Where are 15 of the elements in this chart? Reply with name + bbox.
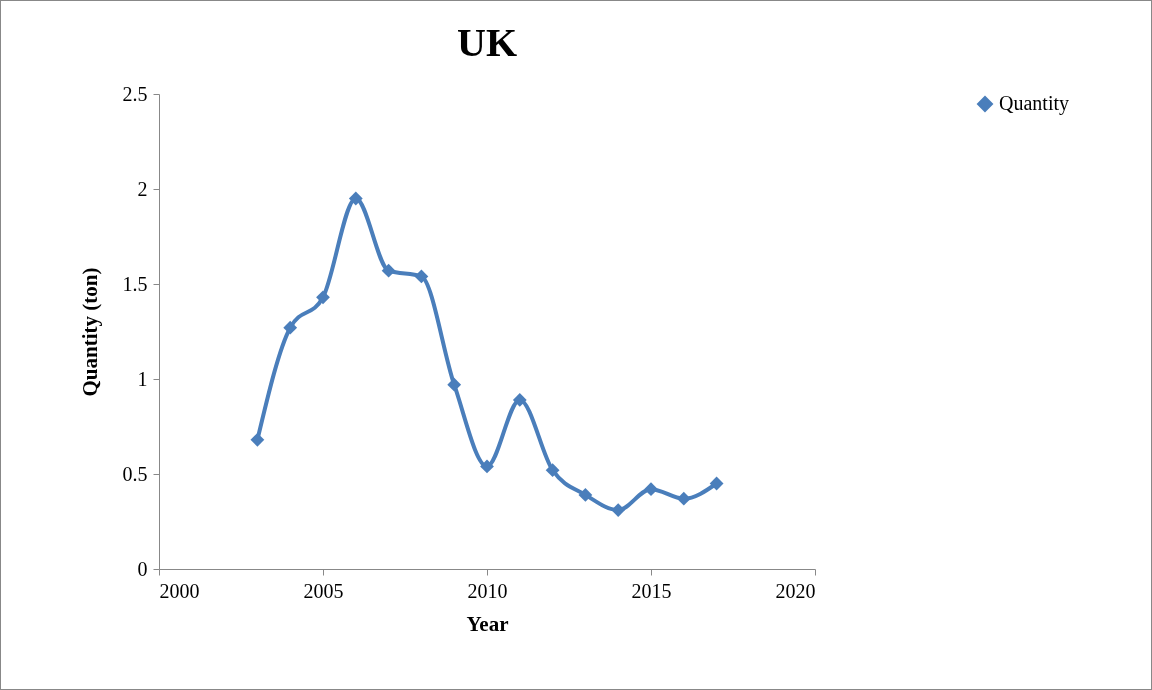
x-tick-label: 2000: [159, 579, 200, 602]
x-tick-label: 2020: [775, 579, 816, 602]
y-tick-label: 2.5: [122, 82, 148, 105]
y-tick-label: 0: [137, 557, 148, 580]
y-tick-label: 1.5: [122, 272, 148, 295]
legend-label: Quantity: [999, 92, 1069, 115]
y-axis-title: Quantity (ton): [77, 267, 102, 397]
y-tick-label: 2: [137, 177, 148, 200]
x-tick-label: 2015: [631, 579, 672, 602]
x-axis-title: Year: [466, 611, 509, 636]
x-tick-label: 2010: [467, 579, 508, 602]
y-tick-label: 0.5: [122, 462, 148, 485]
y-tick-label: 1: [137, 367, 148, 390]
chart-title: UK: [457, 20, 517, 65]
x-tick-label: 2005: [303, 579, 344, 602]
